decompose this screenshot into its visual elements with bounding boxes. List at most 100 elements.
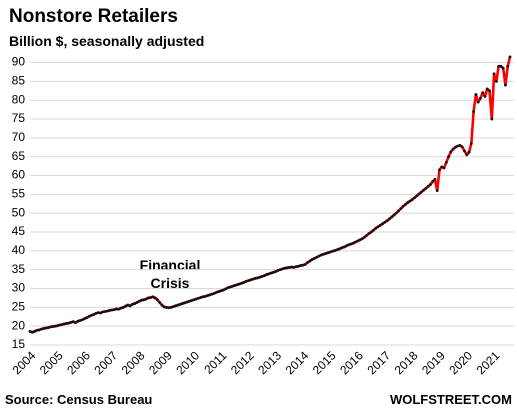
data-point <box>360 237 364 241</box>
data-point <box>497 64 501 68</box>
data-point <box>105 309 109 313</box>
data-point <box>233 284 237 287</box>
data-point <box>201 295 205 299</box>
x-tick-label: 2009 <box>146 348 175 377</box>
data-point <box>162 305 166 309</box>
data-point <box>501 66 505 70</box>
data-point <box>28 330 32 333</box>
data-point <box>30 330 34 334</box>
data-point <box>237 282 241 286</box>
data-point <box>64 322 68 325</box>
data-point <box>324 252 328 255</box>
data-point <box>406 201 410 205</box>
data-point <box>283 266 287 270</box>
data-point <box>431 180 435 183</box>
data-point <box>196 296 200 300</box>
data-point <box>476 100 480 104</box>
data-point <box>419 190 423 194</box>
data-point <box>467 150 471 154</box>
x-tick-label: 2006 <box>64 348 93 377</box>
y-tick-label: 70 <box>12 130 26 144</box>
data-point <box>372 228 375 232</box>
data-point <box>144 297 148 301</box>
data-point <box>294 265 298 269</box>
data-point <box>449 150 453 154</box>
data-point <box>142 298 146 302</box>
data-point <box>278 268 282 272</box>
data-point <box>367 232 371 235</box>
data-point <box>481 91 485 95</box>
data-point <box>458 143 462 147</box>
data-point <box>358 238 362 242</box>
data-point <box>235 283 239 287</box>
x-tick-label: 2021 <box>474 348 503 377</box>
data-point <box>51 325 55 328</box>
y-tick-label: 50 <box>12 205 26 219</box>
data-point <box>342 245 346 249</box>
y-tick-label: 25 <box>12 300 26 314</box>
data-point <box>87 314 91 318</box>
data-point <box>297 264 300 268</box>
y-tick-label: 85 <box>12 74 26 88</box>
data-point <box>165 305 168 309</box>
data-point <box>426 185 430 188</box>
data-point <box>39 327 43 331</box>
data-point <box>335 248 339 252</box>
data-point <box>176 303 180 307</box>
data-point <box>376 225 380 229</box>
x-tick-label: 2012 <box>228 348 257 377</box>
data-point <box>460 145 464 149</box>
data-point <box>274 270 278 273</box>
data-point <box>315 255 319 259</box>
data-point <box>133 302 137 305</box>
data-point <box>67 321 71 325</box>
data-point <box>287 266 291 269</box>
data-point <box>433 177 437 181</box>
y-tick-label: 35 <box>12 262 26 276</box>
data-point <box>192 298 196 302</box>
data-point <box>58 323 61 327</box>
data-point <box>181 302 184 305</box>
data-point <box>281 267 284 271</box>
x-tick-label: 2008 <box>119 348 148 377</box>
y-tick-label: 45 <box>12 224 26 238</box>
data-point <box>301 263 305 267</box>
data-point <box>112 308 116 311</box>
data-point <box>385 219 389 223</box>
data-point <box>326 251 330 255</box>
data-point <box>226 286 230 290</box>
data-point <box>69 321 73 324</box>
data-point <box>447 155 450 159</box>
data-point <box>155 298 159 302</box>
y-tick-label: 75 <box>12 111 26 125</box>
data-point <box>103 310 107 313</box>
data-point <box>194 297 198 301</box>
data-point <box>174 304 177 308</box>
data-point <box>319 253 323 257</box>
data-point <box>262 274 266 278</box>
x-tick-label: 2014 <box>283 348 312 377</box>
data-point <box>401 205 405 208</box>
data-point <box>347 243 350 247</box>
data-point <box>490 117 494 121</box>
data-point <box>435 189 439 192</box>
data-point <box>504 83 507 87</box>
data-point <box>203 295 207 298</box>
data-point <box>94 311 98 315</box>
data-point <box>167 306 171 310</box>
data-point <box>55 324 59 328</box>
data-point <box>92 313 96 316</box>
data-point <box>392 213 396 217</box>
data-point <box>479 96 482 100</box>
data-point <box>265 273 268 276</box>
data-point <box>212 292 216 295</box>
data-point <box>242 281 246 284</box>
data-point <box>394 211 398 215</box>
data-point <box>454 145 457 149</box>
data-point <box>499 64 503 68</box>
data-point <box>328 250 332 254</box>
data-point <box>494 79 498 83</box>
data-point <box>210 292 214 296</box>
data-point <box>187 299 191 303</box>
data-point <box>124 304 127 308</box>
